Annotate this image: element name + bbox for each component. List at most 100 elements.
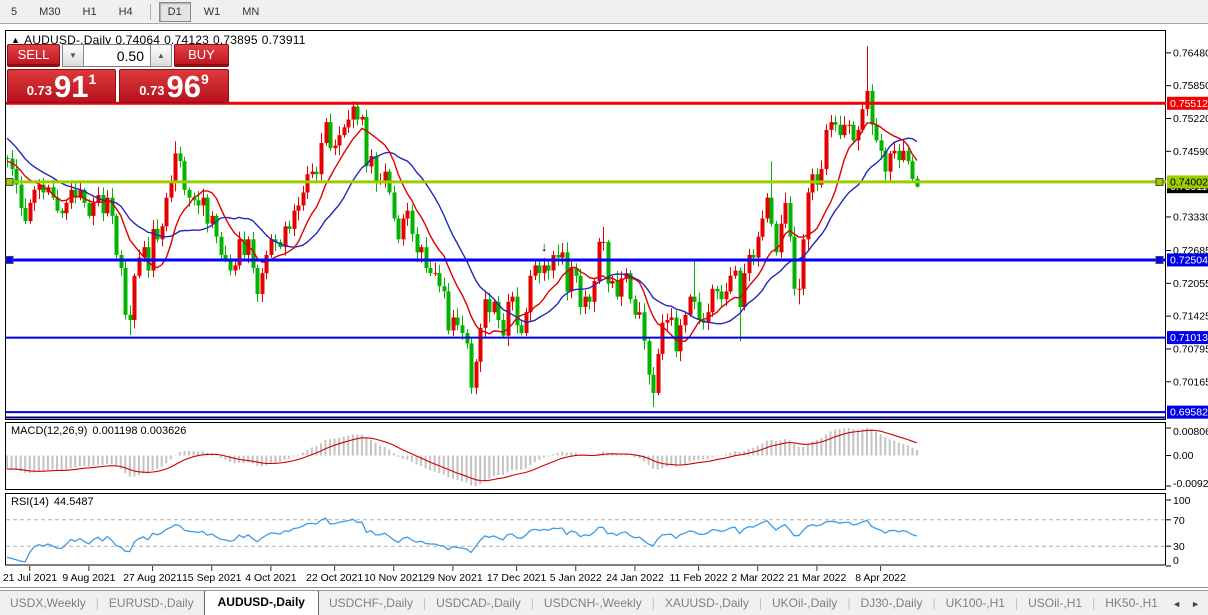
candle-body xyxy=(656,353,661,393)
level-line-handle[interactable] xyxy=(5,177,14,186)
tab-scroll-right-icon[interactable]: ► xyxy=(1191,599,1200,609)
chart-tab-usdchf-daily[interactable]: USDCHF-,Daily xyxy=(328,596,413,610)
chart-tab-usdcnh-weekly[interactable]: USDCNH-,Weekly xyxy=(543,596,642,610)
tab-separator: | xyxy=(1014,596,1019,610)
candle-body xyxy=(842,124,847,136)
candle-body xyxy=(123,267,128,315)
candle-body xyxy=(424,247,429,268)
candle-body xyxy=(169,182,174,198)
volume-increase-button[interactable]: ▲ xyxy=(150,44,172,67)
tab-scroll-left-icon[interactable]: ◄ xyxy=(1172,599,1182,609)
buy-price-sup: 9 xyxy=(201,71,209,87)
timeframe-button-5[interactable]: 5 xyxy=(11,5,18,18)
candle-body xyxy=(601,241,606,243)
tab-separator: | xyxy=(422,596,427,610)
candle-body xyxy=(674,317,679,352)
volume-input[interactable] xyxy=(84,44,150,67)
chart-tab-hk50-h1[interactable]: HK50-,H1 xyxy=(1105,596,1158,610)
candle-body xyxy=(82,189,87,203)
candle-body xyxy=(292,210,297,229)
candle-body xyxy=(478,327,483,362)
candle-body xyxy=(415,234,420,253)
candle-body xyxy=(788,202,793,237)
timeframe-button-mn[interactable]: MN xyxy=(242,5,260,18)
candle-body xyxy=(151,228,156,271)
candle-body xyxy=(501,320,506,336)
candle-body xyxy=(182,161,187,190)
down-arrow-annotation[interactable]: ↓ xyxy=(541,239,548,254)
price-axis-label: 0.70165 xyxy=(1173,376,1208,388)
price-axis-label: 0.71425 xyxy=(1173,311,1208,323)
timeframe-button-m30[interactable]: M30 xyxy=(39,5,61,18)
chart-tab-usoil-h1[interactable]: USOil-,H1 xyxy=(1028,596,1083,610)
timeframe-toolbar: 5 M30 H1 H4 D1 W1 MN xyxy=(0,0,1208,24)
sell-button[interactable]: SELL xyxy=(7,44,60,67)
tab-scroll-controls: ◄ ► xyxy=(1168,599,1208,615)
sell-price-sup: 1 xyxy=(88,71,97,87)
chart-tab-eurusd-daily[interactable]: EURUSD-,Daily xyxy=(108,596,194,610)
candle-body xyxy=(597,241,602,281)
candle-body xyxy=(355,106,360,120)
candle-body xyxy=(556,254,561,258)
date-axis-label: 22 Oct 2021 xyxy=(306,572,363,584)
timeframe-button-h1[interactable]: H1 xyxy=(82,5,97,18)
date-axis-label: 10 Nov 2021 xyxy=(364,572,424,584)
candle-body xyxy=(560,252,565,258)
candle-body xyxy=(665,320,670,323)
candle-body xyxy=(496,301,501,321)
candle-body xyxy=(73,189,78,198)
candle-body xyxy=(469,343,474,388)
fast-ma-line xyxy=(6,121,918,343)
candle-body xyxy=(870,90,875,125)
candle-body xyxy=(160,226,165,240)
symbol-title: AUDUSD-,Daily xyxy=(24,33,112,47)
candle-body xyxy=(633,299,638,315)
candle-body xyxy=(669,317,674,321)
candle-body xyxy=(60,210,65,214)
candle-body xyxy=(860,109,865,130)
candle-body xyxy=(906,150,911,162)
level-line-handle[interactable] xyxy=(5,255,14,264)
timeframe-button-w1[interactable]: W1 xyxy=(203,5,221,18)
candle-body xyxy=(587,296,592,302)
level-line-handle[interactable] xyxy=(1155,177,1164,186)
candle-body xyxy=(651,374,656,393)
buy-price-box[interactable]: 0.73 96 9 xyxy=(119,69,229,103)
chart-tab-audusd-daily[interactable]: AUDUSD-,Daily xyxy=(203,591,319,615)
candle-body xyxy=(173,153,178,183)
candle-body xyxy=(487,299,492,313)
price-axis-label: 0.72055 xyxy=(1173,278,1208,290)
chart-tab-ukoil-daily[interactable]: UKOil-,Daily xyxy=(771,596,838,610)
candle-body xyxy=(110,197,115,216)
sell-price-box[interactable]: 0.73 91 1 xyxy=(7,69,116,103)
macd-panel-frame xyxy=(5,422,1166,490)
candle-body xyxy=(237,239,242,266)
candle-body xyxy=(269,239,274,255)
chart-tab-usdcad-daily[interactable]: USDCAD-,Daily xyxy=(436,596,521,610)
candle-body xyxy=(128,314,133,321)
candle-body xyxy=(442,286,447,292)
candle-body xyxy=(829,122,834,130)
candle-body xyxy=(119,254,124,268)
level-line-handle[interactable] xyxy=(1155,255,1164,264)
chart-tab-usdx-weekly[interactable]: USDX,Weekly xyxy=(10,596,86,610)
macd-axis-min: -0.009286 xyxy=(1173,478,1208,490)
price-axis-badge xyxy=(1167,253,1208,267)
candle-body xyxy=(455,317,460,326)
timeframe-button-h4[interactable]: H4 xyxy=(118,5,133,18)
price-axis-badge xyxy=(1167,175,1208,189)
candle-body xyxy=(883,150,888,172)
buy-button[interactable]: BUY xyxy=(174,44,229,67)
candle-body xyxy=(410,210,415,235)
candle-body xyxy=(546,265,551,271)
collapse-triangle-icon[interactable]: ▲ xyxy=(11,35,21,45)
chart-tab-xauusd-daily[interactable]: XAUUSD-,Daily xyxy=(664,596,749,610)
chart-tab-dj30-daily[interactable]: DJ30-,Daily xyxy=(860,596,923,610)
chart-tab-uk100-h1[interactable]: UK100-,H1 xyxy=(945,596,1005,610)
candle-body xyxy=(833,122,838,125)
volume-decrease-button[interactable]: ▼ xyxy=(62,44,84,67)
candle-body xyxy=(55,197,60,211)
candle-body xyxy=(437,273,442,287)
candle-body xyxy=(824,129,829,170)
timeframe-button-d1[interactable]: D1 xyxy=(158,1,191,22)
